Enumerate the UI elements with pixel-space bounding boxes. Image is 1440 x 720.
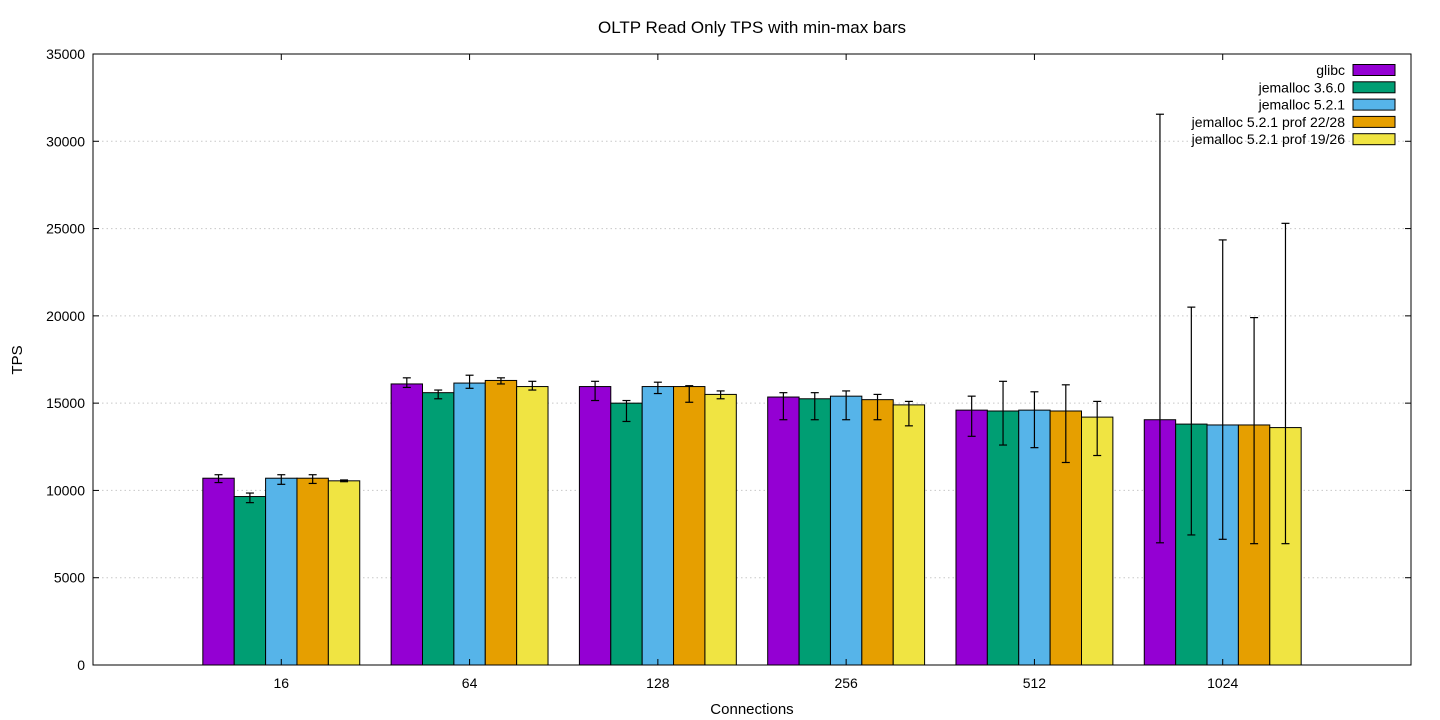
x-tick-label: 512: [1023, 675, 1047, 691]
legend-label: jemalloc 3.6.0: [1258, 79, 1346, 95]
chart-title: OLTP Read Only TPS with min-max bars: [598, 18, 906, 37]
x-tick-label: 1024: [1207, 675, 1238, 691]
y-tick-label: 15000: [46, 395, 85, 411]
legend-swatch: [1352, 133, 1396, 146]
bar: [829, 395, 863, 666]
y-axis-label: TPS: [9, 345, 26, 374]
legend-label: jemalloc 5.2.1 prof 19/26: [1191, 131, 1346, 147]
legend-swatch: [1352, 115, 1396, 128]
x-tick-label: 256: [834, 675, 858, 691]
bar: [422, 392, 455, 666]
bar: [610, 402, 643, 666]
bar: [892, 404, 926, 666]
bar: [767, 396, 800, 666]
y-tick-label: 20000: [46, 308, 85, 324]
bars: [202, 379, 1302, 666]
y-tick-label: 25000: [46, 221, 85, 237]
plot-frame: [92, 53, 1412, 666]
legend-label: glibc: [1316, 62, 1345, 78]
bar: [516, 386, 549, 666]
bar: [202, 477, 235, 666]
x-axis-label: Connections: [710, 701, 793, 718]
legend-swatch: [1352, 81, 1396, 94]
bar: [390, 383, 424, 666]
bar: [453, 382, 486, 666]
y-tick-label: 30000: [46, 133, 85, 149]
bar: [265, 477, 298, 666]
legend-swatch: [1352, 64, 1396, 76]
x-tick-label: 128: [646, 675, 670, 691]
bar: [861, 399, 894, 666]
bar: [1018, 409, 1051, 666]
legend-label: jemalloc 5.2.1: [1258, 97, 1346, 113]
bar: [798, 398, 831, 666]
bar: [296, 477, 329, 666]
bar: [641, 386, 675, 666]
y-tick-label: 10000: [46, 482, 85, 498]
x-tick-label: 64: [462, 675, 478, 691]
y-tick-label: 5000: [54, 570, 85, 586]
bar: [233, 496, 267, 666]
bar: [484, 379, 518, 666]
x-tick-label: 16: [273, 675, 289, 691]
bar: [704, 393, 737, 666]
error-bars: [214, 113, 1290, 545]
legend-swatch: [1352, 98, 1396, 111]
y-tick-label: 0: [77, 657, 85, 673]
axis-ticks: 0 5000 10000 15000 20000 25000 30000 35000 16 64 1…: [46, 46, 1411, 691]
bar: [673, 386, 706, 666]
bar: [986, 410, 1020, 666]
bar: [327, 480, 361, 666]
bar: [955, 409, 988, 666]
bar: [578, 386, 612, 666]
y-tick-label: 35000: [46, 46, 85, 62]
legend-label: jemalloc 5.2.1 prof 22/28: [1191, 114, 1346, 130]
